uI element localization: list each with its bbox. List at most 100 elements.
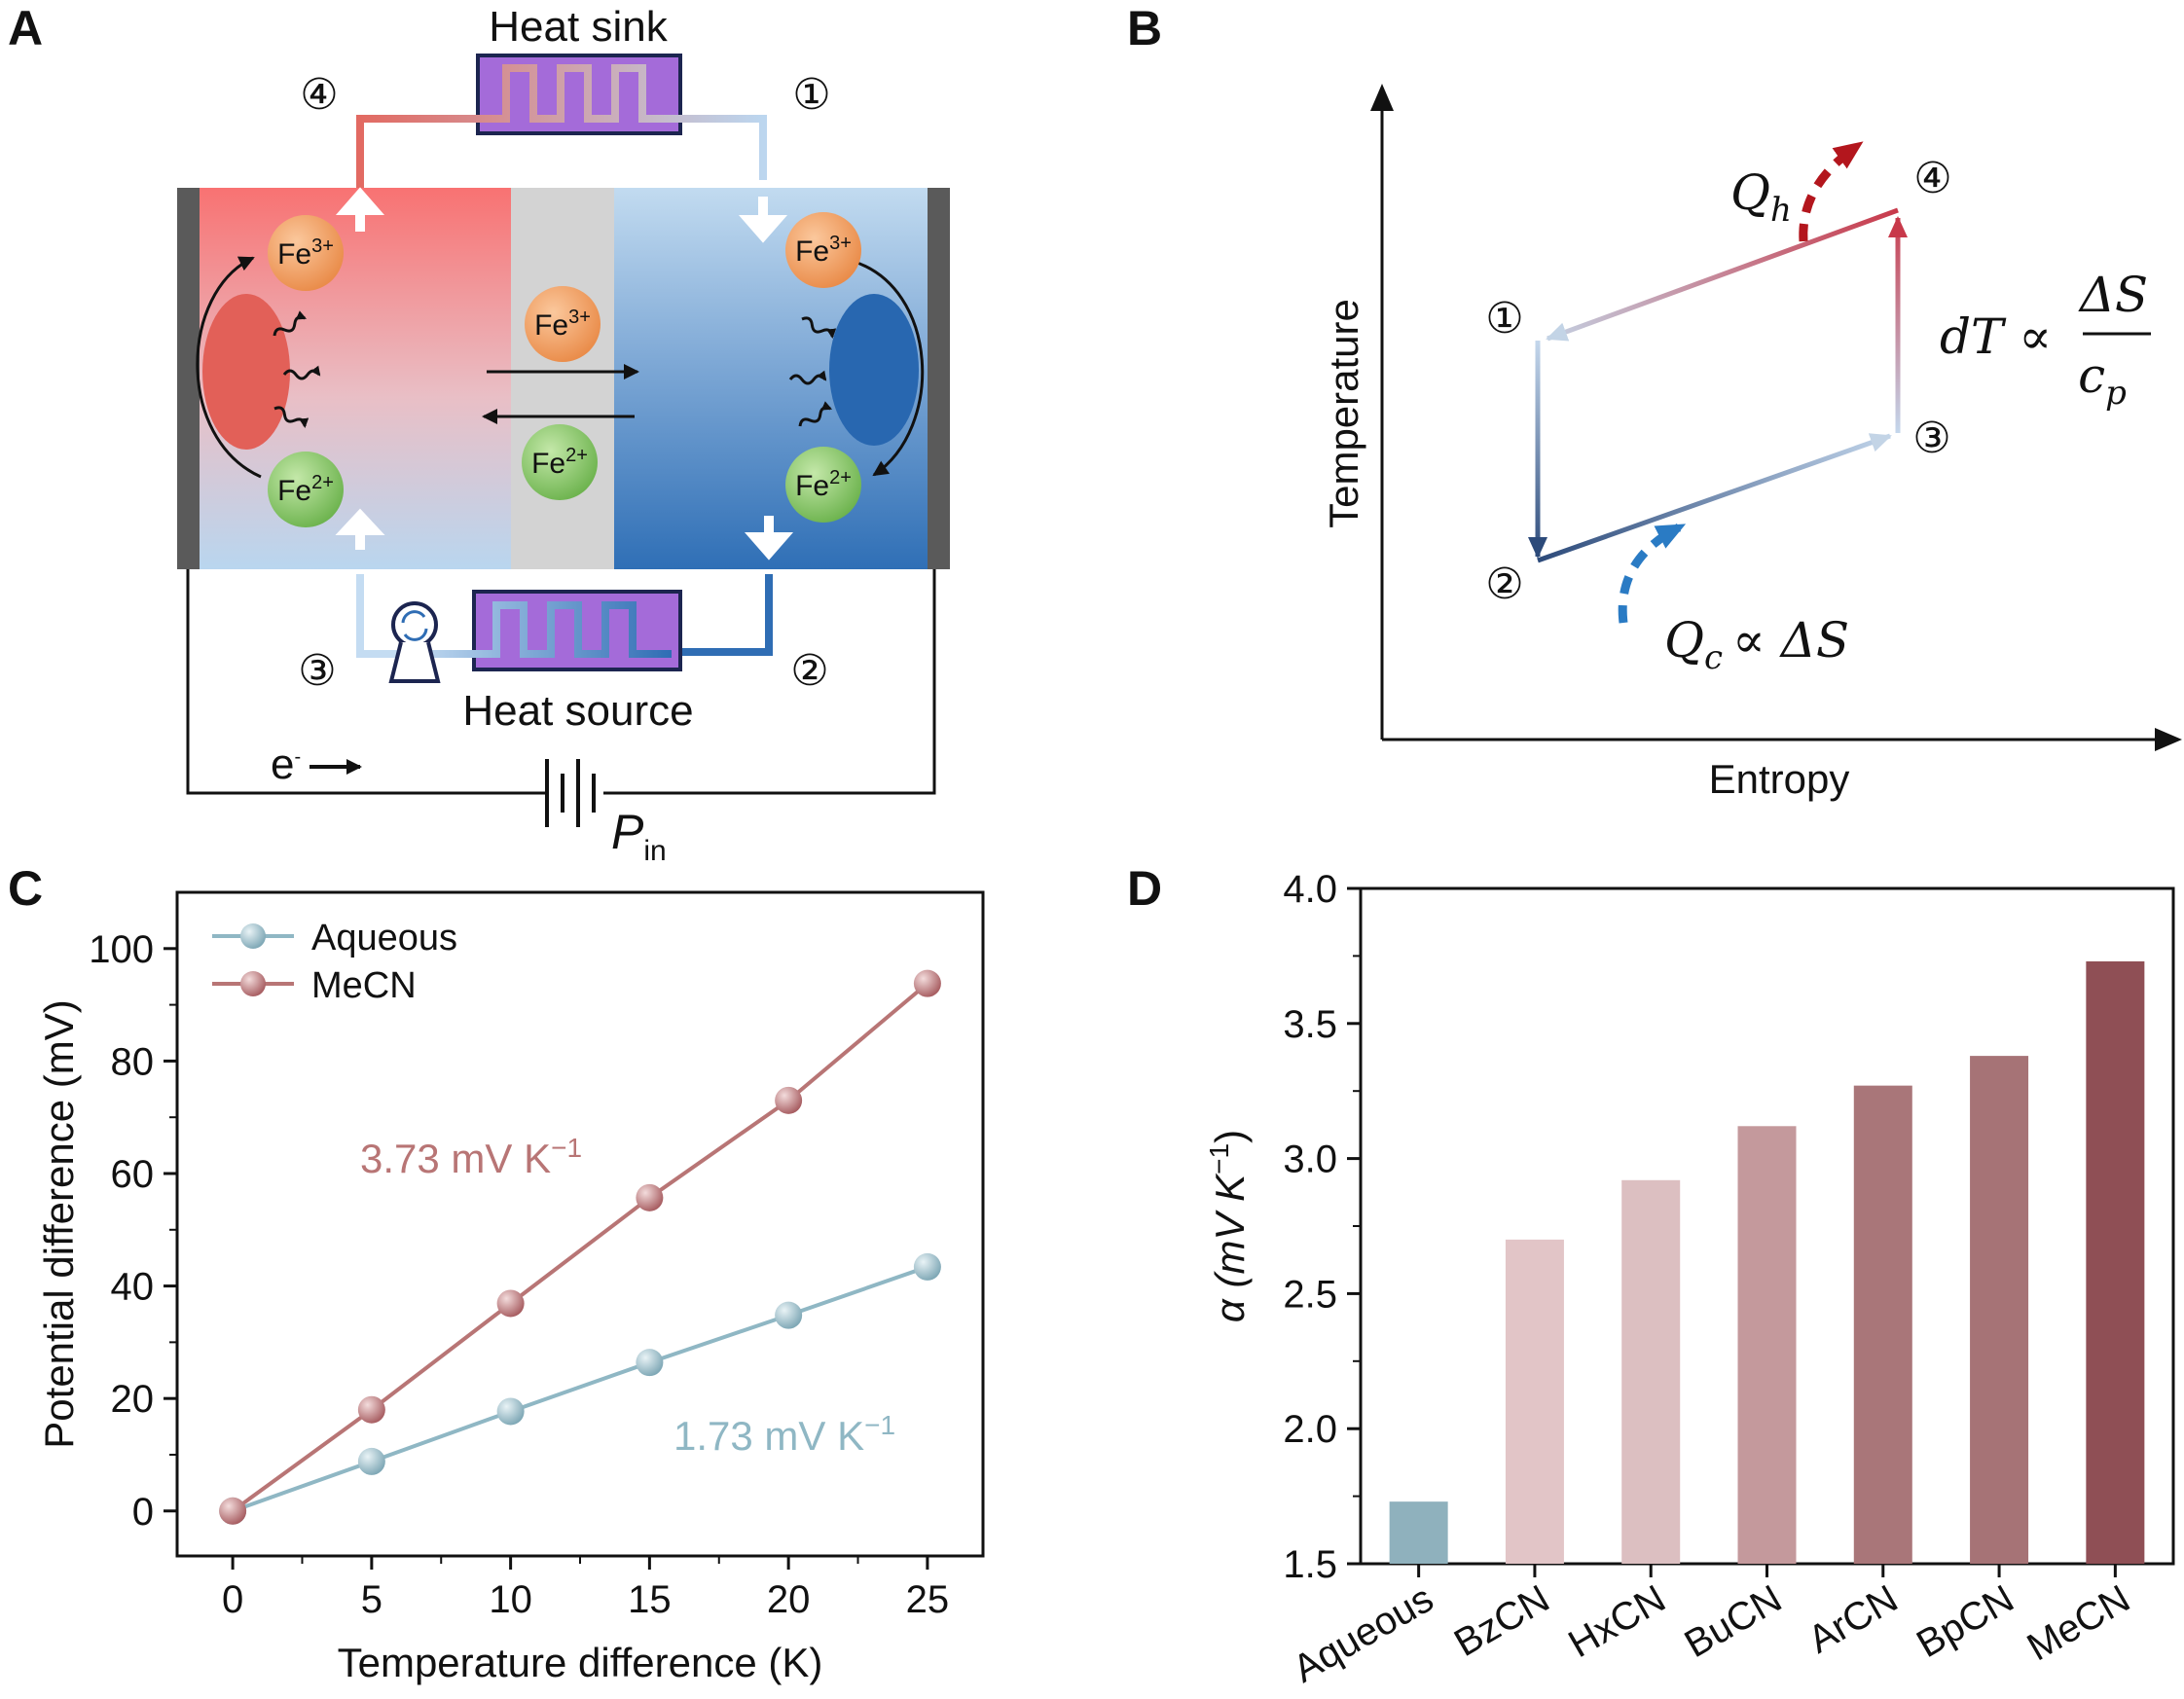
return-tube-right — [662, 574, 773, 656]
flow-arrow-up-bottom — [335, 508, 385, 550]
svg-text:Fe2+: Fe2+ — [277, 472, 334, 507]
dt-relation: dT ∝ ΔS cp — [1940, 267, 2151, 413]
panel-b: B Entropy Temperature ④ ① ③ ② Qh Qc ∝ ΔS … — [1127, 1, 2182, 802]
b-step-1: ① — [1485, 295, 1523, 343]
heat-in-label: Qc ∝ ΔS — [1664, 612, 1849, 677]
panel-a: A Heat sink ④ ① — [8, 1, 950, 867]
panel-letter-a: A — [8, 1, 43, 55]
panel-c: C 0 5 10 15 20 25 0 20 40 60 80 100 Temperature dif… — [8, 861, 985, 1685]
c-point-mecn — [775, 1086, 803, 1114]
b-y-axis-label: Temperature — [1321, 299, 1366, 528]
flow-arrow-down-top — [738, 197, 788, 243]
heat-sink-tubing — [356, 64, 767, 193]
d-x-tick-label: BuCN — [1678, 1577, 1789, 1666]
electrode-right — [928, 188, 950, 569]
a-step-1: ① — [792, 71, 830, 119]
c-x-tick-label: 25 — [906, 1578, 950, 1621]
heat-out-arrow — [1799, 141, 1864, 242]
d-bar-bucn — [1737, 1126, 1797, 1564]
d-x-tick-label: BpCN — [1910, 1577, 2020, 1666]
b-x-axis-label: Entropy — [1709, 756, 1850, 802]
d-bar-hxcn — [1621, 1179, 1681, 1564]
cycle-edge-2-3 — [1537, 433, 1892, 563]
d-axes: 1.5 2.0 2.5 3.0 3.5 4.0 — [1283, 868, 2117, 1586]
c-y-tick-label: 100 — [89, 928, 154, 971]
svg-text:cp: cp — [2078, 347, 2127, 413]
heat-source-label: Heat source — [462, 687, 693, 735]
c-series-line-aqueous — [232, 1265, 928, 1513]
d-bars — [1389, 960, 2145, 1564]
d-y-tick-label: 2.0 — [1283, 1408, 1337, 1451]
c-axes: 0 5 10 15 20 25 0 20 40 60 80 100 — [89, 928, 949, 1621]
ion-fe2-middle: Fe2+ — [522, 424, 598, 500]
c-y-tick-label: 0 — [132, 1491, 154, 1534]
c-point-aqueous — [775, 1301, 803, 1329]
d-y-tick-label: 2.5 — [1283, 1273, 1337, 1316]
heat-in-arrow — [1618, 523, 1687, 624]
svg-text:Aqueous: Aqueous — [311, 918, 457, 958]
c-lines — [231, 982, 929, 1513]
c-x-tick-label: 0 — [222, 1578, 243, 1621]
c-point-mecn — [913, 969, 941, 997]
svg-text:Fe2+: Fe2+ — [531, 445, 588, 480]
c-y-tick-label: 40 — [111, 1266, 155, 1309]
ion-fe2-right: Fe2+ — [785, 447, 861, 523]
b-step-3: ③ — [1912, 415, 1950, 462]
c-y-tick-label: 60 — [111, 1153, 155, 1196]
svg-text:Fe3+: Fe3+ — [795, 233, 852, 268]
a-step-4: ④ — [300, 71, 338, 119]
c-point-mecn — [219, 1497, 247, 1525]
svg-text:Fe3+: Fe3+ — [277, 235, 334, 271]
b-step-2: ② — [1485, 560, 1523, 608]
ion-fe3-middle: Fe3+ — [525, 286, 601, 362]
legend-item-mecn: MeCN — [212, 965, 417, 1006]
d-y-tick-label: 1.5 — [1283, 1543, 1337, 1586]
hot-electrode-blob — [202, 294, 290, 450]
d-x-tick-label: ArCN — [1802, 1577, 1906, 1662]
c-point-aqueous — [636, 1349, 664, 1377]
c-point-mecn — [496, 1289, 525, 1318]
b-step-4: ④ — [1913, 155, 1951, 202]
c-series-line-mecn — [231, 982, 929, 1513]
d-bar-arcn — [1853, 1085, 1912, 1564]
electron-label: e- — [271, 741, 301, 788]
d-bar-bpcn — [1970, 1056, 2029, 1564]
c-point-aqueous — [496, 1397, 525, 1426]
legend-item-aqueous: Aqueous — [212, 918, 457, 958]
heat-out-label: Qh — [1730, 164, 1792, 230]
heat-source-tubing — [409, 601, 672, 658]
c-x-tick-label: 10 — [489, 1578, 532, 1621]
c-x-tick-label: 5 — [361, 1578, 382, 1621]
c-legend: Aqueous MeCN — [212, 918, 457, 1006]
c-x-tick-label: 20 — [767, 1578, 811, 1621]
cold-electrode-blob — [829, 294, 919, 446]
ion-fe3-left: Fe3+ — [268, 215, 344, 291]
panel-letter-d: D — [1127, 861, 1162, 916]
c-point-mecn — [357, 1395, 385, 1424]
flow-arrow-up-top — [335, 187, 385, 232]
d-x-tick-labels: Aqueous BzCN HxCN BuCN ArCN BpCN MeCN — [1286, 1577, 2136, 1691]
d-bar-mecn — [2086, 960, 2145, 1564]
svg-text:Fe3+: Fe3+ — [534, 307, 591, 342]
d-y-tick-label: 3.5 — [1283, 1003, 1337, 1046]
ion-fe3-right: Fe3+ — [785, 212, 861, 288]
d-y-tick-label: 4.0 — [1283, 868, 1337, 911]
d-x-tick-label: Aqueous — [1286, 1577, 1440, 1691]
c-points — [219, 969, 941, 1525]
external-circuit-wire — [186, 569, 936, 795]
a-step-2: ② — [790, 647, 828, 695]
svg-text:MeCN: MeCN — [311, 965, 417, 1006]
heat-sink-label: Heat sink — [489, 3, 668, 51]
a-step-3: ③ — [298, 647, 336, 695]
svg-text:Fe2+: Fe2+ — [795, 467, 852, 502]
d-x-tick-label: BzCN — [1447, 1577, 1556, 1665]
heat-squiggles-right — [788, 316, 837, 427]
c-point-aqueous — [913, 1252, 941, 1281]
power-input-label: Pin — [611, 805, 667, 867]
membrane — [511, 188, 614, 569]
panel-letter-b: B — [1127, 1, 1162, 55]
cold-cycle-arrow — [851, 259, 925, 477]
flow-arrow-down-bottom — [744, 516, 794, 560]
hot-cycle-arrow — [196, 256, 262, 479]
